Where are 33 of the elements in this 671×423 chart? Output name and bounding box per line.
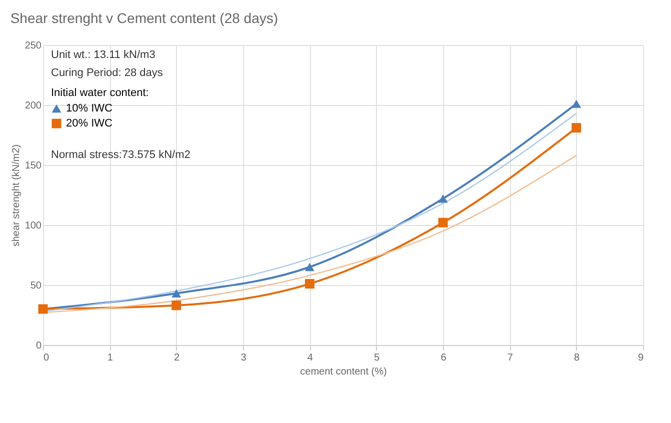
point [572,123,582,133]
legend-label: 10% IWC [66,102,113,114]
x-tick-label: 4 [307,352,314,364]
point [304,262,314,272]
point [304,279,314,289]
x-tick-label: 5 [374,352,380,364]
x-tick-label: 6 [440,352,447,364]
point [438,218,448,228]
x-tick-label: 8 [574,352,580,364]
x-tick-label: 0 [44,352,50,364]
point [172,300,182,310]
x-tick-label: 9 [638,352,644,364]
y-tick-label: 150 [24,160,42,172]
x-tick-label: 7 [507,352,514,364]
legend-label: 20% IWC [66,118,113,130]
point [172,289,182,298]
annotation: Unit wt.: 13.11 kN/m3 [51,49,156,61]
point [438,194,448,203]
y-tick-label: 50 [30,280,42,292]
y-tick-label: 250 [24,40,42,52]
annotation: Normal stress:73.575 kN/m2 [51,149,190,161]
annotation: Curing Period: 28 days [51,67,164,79]
x-axis-title: cement content (%) [300,366,387,378]
y-tick-label: 0 [36,340,42,352]
chart-title: Shear strenght v Cement content (28 days) [10,10,278,26]
y-axis-title: shear strenght (kN/m2) [10,144,22,247]
y-tick-label: 100 [24,220,42,232]
point [572,100,582,108]
y-tick-label: 200 [24,100,42,112]
x-tick-label: 1 [107,352,114,364]
legend-title: Initial water content: [51,87,149,99]
x-tick-label: 3 [240,352,247,364]
x-tick-label: 2 [174,352,180,364]
